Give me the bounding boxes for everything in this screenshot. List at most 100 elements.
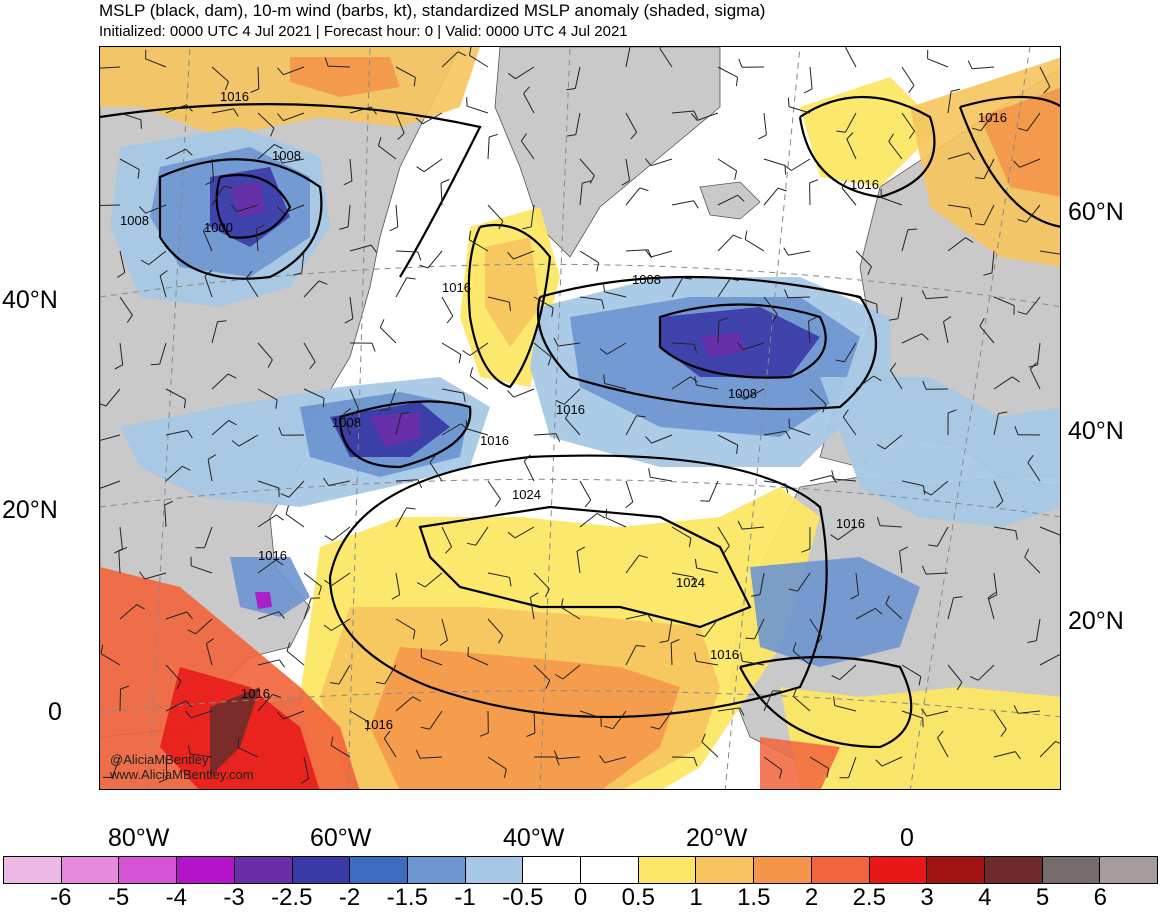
wind-barb-flag [740,652,743,662]
wind-barb [441,296,454,317]
wind-barb-flag [224,81,229,91]
wind-barb-flag [694,558,698,569]
wind-barb [145,58,167,68]
wind-barb-flag [733,234,742,240]
wind-barb [888,141,903,160]
colorbar-cell [4,857,62,883]
wind-barb [1035,618,1041,641]
wind-barb [993,572,998,595]
wind-barb [759,572,765,595]
wind-barb [670,642,673,666]
wind-barb [671,277,684,298]
wind-barb [897,296,903,319]
wind-barb [441,526,453,548]
wind-barb-flag [737,194,745,202]
wind-barb-flag [255,224,265,230]
wind-barb [395,572,401,595]
isobar-1016-high [328,454,828,719]
wind-barb [303,756,310,779]
wind-barb [238,434,259,447]
wind-barb [236,204,259,213]
wind-barb [717,66,738,78]
wind-barb [763,430,786,436]
wind-barb [395,618,416,631]
colorbar-cell [177,857,235,883]
wind-barb-flag [439,639,448,646]
lat-label-left-0: 0 [48,698,62,726]
wind-barb [303,598,312,620]
wind-barb [165,430,188,436]
wind-barb-flag [885,595,890,605]
wind-barb [763,480,786,485]
wind-barb [165,104,187,114]
wind-barb [237,747,259,758]
lon-label-0: 0 [900,824,914,852]
wind-barb-flag [498,220,504,230]
wind-barb [937,737,949,758]
wind-barb [881,197,903,206]
wind-barb [848,756,857,778]
lon-label-80w: 80°W [108,824,170,852]
wind-barb [191,565,213,574]
wind-barb [708,480,719,502]
wind-barb [788,250,811,256]
wind-barb [834,705,857,712]
wind-barb-flag [922,380,927,390]
wind-barb-flag [389,226,399,232]
wind-barb [1037,342,1041,365]
wind-barb [793,696,811,712]
wind-barb [604,291,627,298]
wind-barb [901,710,923,719]
land-greenland [494,47,721,258]
wind-barb-flag [330,682,340,685]
isobar-label: 1024 [676,575,705,590]
wind-barb-flag [413,77,416,87]
wind-barb-flag [406,507,416,510]
wind-barb [533,342,552,358]
wind-barb-flag [565,410,571,419]
isobar-1008-hudson [158,158,323,280]
wind-barb-flag [987,592,996,599]
wind-barb-flag [967,60,973,70]
wind-barb [165,148,186,160]
wind-barb [303,572,322,587]
wind-barb-flag [126,314,133,323]
isobar-1024-subtropical [418,505,752,629]
wind-barb [423,158,443,173]
map-title: MSLP (black, dam), 10-m wind (barbs, kt)… [99,1,766,20]
wind-barb [987,597,995,620]
wind-barb-flag [1027,640,1037,643]
wind-barb [991,250,995,273]
wind-barb-flag [650,726,660,730]
wind-barb [993,296,1015,307]
colorbar-cell [1100,857,1158,883]
wind-barb-flag [469,367,474,377]
wind-barb-flag [285,505,289,515]
wind-barb [383,738,397,758]
wind-barb [809,618,823,638]
wind-barb [983,204,995,225]
wind-barb-flag [693,344,698,353]
wind-barb-flag [277,113,284,121]
wind-barb [165,756,168,780]
wind-barb [533,664,551,681]
wind-barb [754,618,765,640]
wind-barb [395,112,405,134]
wind-barb [704,618,719,637]
wind-barb-flag [479,732,489,737]
colorbar-cell [465,857,524,883]
wind-barb-flag [738,58,743,68]
wind-barb-flag [323,624,332,631]
wind-barb-flag [183,399,186,409]
wind-barb [395,204,399,227]
wind-barb-flag [601,299,605,309]
wind-barb-flag [526,732,536,737]
wind-barb [844,342,857,362]
colorbar-cell [350,857,408,883]
wind-barb [604,756,627,764]
wind-barb-flag [739,707,745,717]
wind-barb-flag [187,745,191,755]
wind-barb [604,383,627,390]
wind-barb-flag [545,680,551,689]
wind-barb [211,321,218,344]
